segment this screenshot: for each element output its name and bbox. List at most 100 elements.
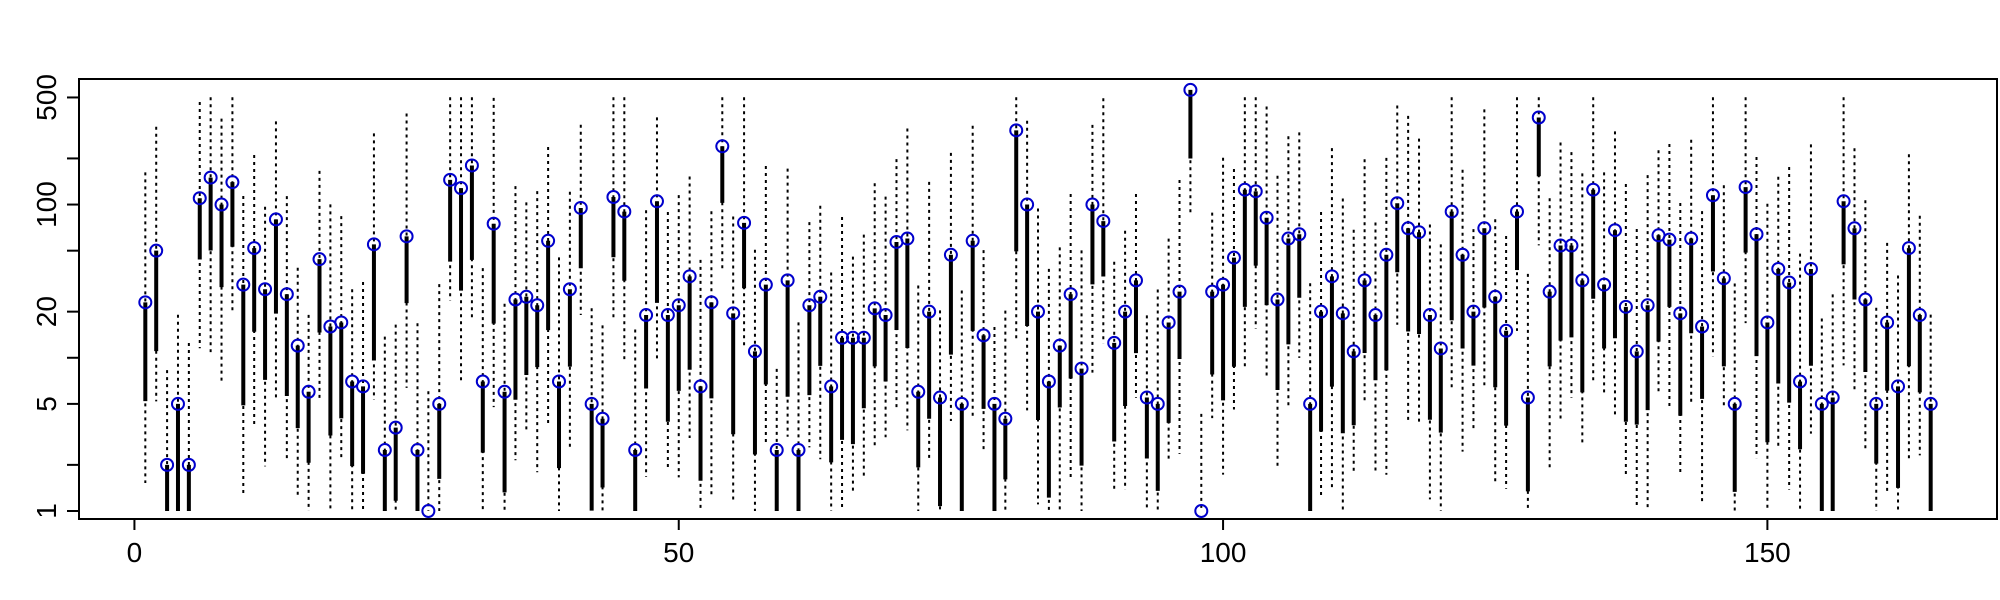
data-point — [791, 443, 806, 458]
data-point — [519, 289, 534, 304]
data-point — [617, 204, 632, 219]
data-point — [1499, 323, 1514, 338]
data-point — [247, 241, 262, 256]
data-point — [726, 306, 741, 321]
data-point — [552, 374, 566, 389]
data-point — [1923, 396, 1938, 411]
data-point — [1357, 273, 1372, 288]
data-point — [911, 384, 926, 399]
data-point — [867, 301, 882, 316]
data-point — [584, 396, 599, 411]
data-point — [1684, 231, 1699, 246]
y-axis-tick-label: 1 — [31, 503, 62, 519]
data-point — [279, 287, 294, 302]
data-point — [475, 374, 490, 389]
data-point — [965, 233, 980, 248]
data-point — [1727, 396, 1742, 411]
data-point — [301, 384, 316, 399]
data-point — [1248, 184, 1263, 199]
data-point — [660, 308, 675, 323]
data-point — [693, 379, 708, 394]
data-point — [649, 194, 664, 209]
data-point — [1085, 197, 1100, 212]
data-point — [1031, 304, 1045, 319]
data-point — [1052, 338, 1067, 353]
data-point — [1542, 284, 1557, 299]
data-point — [1673, 306, 1688, 321]
data-point — [1216, 277, 1231, 292]
plot-frame — [78, 78, 1998, 520]
data-point — [1183, 82, 1198, 97]
data-point — [845, 330, 860, 345]
data-point — [497, 384, 512, 399]
data-point — [366, 237, 381, 252]
data-point — [454, 181, 469, 196]
data-point — [671, 298, 686, 313]
data-point — [1575, 273, 1590, 288]
data-point — [737, 215, 752, 230]
data-point — [1412, 225, 1427, 240]
data-point — [1836, 194, 1851, 209]
data-point — [1466, 304, 1481, 319]
data-point — [1433, 341, 1448, 356]
data-point — [225, 175, 240, 190]
data-point — [443, 172, 458, 187]
data-point — [1597, 277, 1612, 292]
data-point — [421, 503, 436, 518]
data-point — [1510, 204, 1524, 219]
y-axis-tick-label: 20 — [31, 296, 62, 327]
data-point — [1172, 284, 1187, 299]
whisker-layer — [143, 89, 1933, 511]
data-point — [639, 308, 654, 323]
data-point — [562, 282, 577, 297]
data-point — [1324, 269, 1339, 284]
data-point — [356, 379, 371, 394]
data-point — [541, 233, 556, 248]
axis-layer: 0 50 100 150 1 5 20 100 500 — [31, 74, 1791, 568]
data-point — [1640, 298, 1655, 313]
data-point — [606, 190, 621, 205]
data-point — [1128, 273, 1143, 288]
y-axis-tick-label: 500 — [31, 74, 62, 121]
data-point — [1368, 308, 1383, 323]
data-point — [1618, 299, 1633, 314]
data-point — [432, 396, 447, 411]
data-point — [1847, 221, 1862, 236]
data-point — [1891, 379, 1906, 394]
data-point — [1292, 227, 1307, 242]
x-axis-tick-label: 150 — [1744, 537, 1791, 568]
data-point — [312, 252, 327, 267]
data-point — [1771, 261, 1786, 276]
data-point — [628, 443, 643, 458]
data-point — [1738, 180, 1753, 195]
data-point — [1150, 396, 1165, 411]
data-point — [1705, 188, 1720, 203]
data-point — [954, 396, 969, 411]
data-point — [682, 269, 697, 284]
data-point — [1793, 374, 1808, 389]
data-point — [1869, 396, 1884, 411]
data-point — [1814, 396, 1829, 411]
y-axis-tick-label: 5 — [31, 396, 62, 412]
data-point — [203, 170, 218, 185]
data-point — [399, 229, 414, 244]
data-point — [377, 443, 392, 458]
data-point — [1760, 315, 1775, 330]
data-point — [573, 200, 588, 215]
data-point — [1749, 227, 1764, 242]
data-point — [802, 298, 817, 313]
data-point — [1205, 284, 1220, 299]
data-point — [1901, 241, 1916, 256]
data-point — [769, 443, 784, 458]
data-point — [987, 396, 1002, 411]
data-point — [1695, 319, 1710, 334]
data-point — [1009, 123, 1024, 138]
data-point — [1716, 271, 1731, 286]
data-point — [1444, 204, 1459, 219]
data-point — [1531, 110, 1546, 125]
data-point — [998, 411, 1013, 426]
data-point — [1782, 275, 1797, 290]
data-point — [813, 289, 828, 304]
data-point — [835, 330, 850, 345]
